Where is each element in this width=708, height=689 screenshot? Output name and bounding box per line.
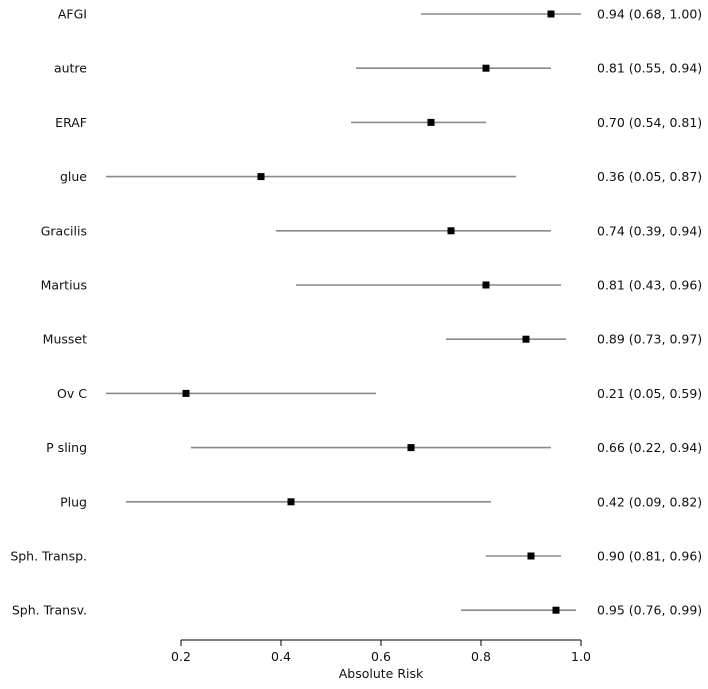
row-label: Gracilis	[41, 223, 87, 238]
estimate-marker	[182, 389, 190, 397]
estimate-marker	[287, 498, 295, 506]
estimate-marker	[257, 173, 265, 181]
row-label: ERAF	[55, 115, 87, 130]
row-label: glue	[60, 169, 87, 184]
row-value-text: 0.95 (0.76, 0.99)	[597, 603, 702, 618]
estimate-marker	[407, 444, 415, 452]
forest-row: Ov C 0.21 (0.05, 0.59)	[57, 386, 702, 401]
row-label: autre	[54, 61, 87, 76]
x-axis: 0.2 0.4 0.6 0.8 1.0 Absolute Risk	[171, 639, 591, 681]
estimate-marker	[482, 64, 490, 72]
estimate-marker	[552, 606, 560, 614]
row-value-text: 0.74 (0.39, 0.94)	[597, 223, 702, 238]
forest-row: AFGI 0.94 (0.68, 1.00)	[58, 7, 702, 22]
row-label: AFGI	[58, 7, 87, 22]
forest-row: P sling 0.66 (0.22, 0.94)	[46, 440, 702, 455]
row-label: Ov C	[57, 386, 87, 401]
row-label: Sph. Transp.	[10, 549, 87, 564]
row-value-text: 0.94 (0.68, 1.00)	[597, 7, 702, 22]
row-value-text: 0.42 (0.09, 0.82)	[597, 494, 702, 509]
x-tick-label: 0.8	[471, 649, 491, 664]
row-value-text: 0.70 (0.54, 0.81)	[597, 115, 702, 130]
row-value-text: 0.89 (0.73, 0.97)	[597, 332, 702, 347]
estimate-marker	[527, 552, 535, 560]
estimate-marker	[427, 118, 435, 126]
row-label: Musset	[43, 332, 87, 347]
row-value-text: 0.36 (0.05, 0.87)	[597, 169, 702, 184]
forest-row: Sph. Transp. 0.90 (0.81, 0.96)	[10, 549, 702, 564]
forest-row: glue 0.36 (0.05, 0.87)	[60, 169, 702, 184]
row-value-text: 0.66 (0.22, 0.94)	[597, 440, 702, 455]
row-label: Sph. Transv.	[12, 603, 87, 618]
forest-row: autre 0.81 (0.55, 0.94)	[54, 61, 702, 76]
row-label: P sling	[46, 440, 87, 455]
x-tick-label: 1.0	[571, 649, 591, 664]
x-axis-label: Absolute Risk	[339, 666, 424, 681]
row-value-text: 0.81 (0.43, 0.96)	[597, 278, 702, 293]
estimate-marker	[547, 10, 555, 18]
forest-rows: AFGI 0.94 (0.68, 1.00) autre 0.81 (0.55, 0.…	[10, 7, 702, 618]
x-tick-label: 0.6	[371, 649, 391, 664]
forest-row: Gracilis 0.74 (0.39, 0.94)	[41, 223, 702, 238]
x-tick-label: 0.4	[271, 649, 291, 664]
forest-row: Martius 0.81 (0.43, 0.96)	[41, 278, 703, 293]
row-value-text: 0.21 (0.05, 0.59)	[597, 386, 702, 401]
x-tick-label: 0.2	[171, 649, 191, 664]
forest-row: Sph. Transv. 0.95 (0.76, 0.99)	[12, 603, 702, 618]
forest-row: Plug 0.42 (0.09, 0.82)	[60, 494, 702, 509]
row-label: Martius	[41, 278, 87, 293]
estimate-marker	[482, 281, 490, 289]
row-value-text: 0.81 (0.55, 0.94)	[597, 61, 702, 76]
estimate-marker	[447, 227, 455, 235]
forest-row: ERAF 0.70 (0.54, 0.81)	[55, 115, 702, 130]
row-label: Plug	[60, 494, 87, 509]
forest-row: Musset 0.89 (0.73, 0.97)	[43, 332, 703, 347]
row-value-text: 0.90 (0.81, 0.96)	[597, 549, 702, 564]
estimate-marker	[522, 335, 530, 343]
